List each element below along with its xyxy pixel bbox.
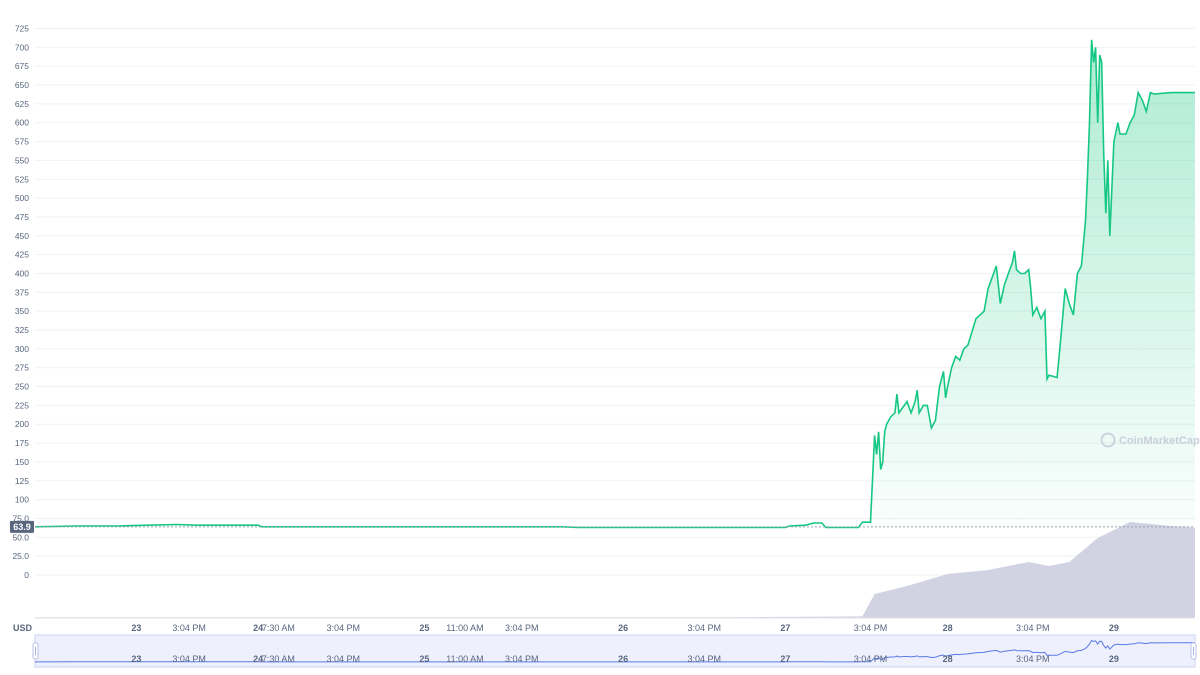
y-tick-label: 475 [15, 212, 29, 222]
y-tick-label: 450 [15, 231, 29, 241]
y-tick-label: 200 [15, 419, 29, 429]
navigator-tick-label: 7:30 AM [262, 654, 295, 664]
current-price-badge [10, 520, 34, 533]
x-axis: 23 3:04 PM 247:30 AM 3:04 PM 25 11:00 AM 3:04 … [131, 623, 1118, 633]
navigator-left-handle[interactable] [32, 642, 39, 660]
navigator-right-handle[interactable] [1190, 642, 1197, 660]
y-tick-label: 675 [15, 61, 29, 71]
price-area-fill [35, 39, 1195, 528]
x-tick-label: 3:04 PM [1016, 623, 1050, 633]
x-tick-label: 29 [1109, 623, 1119, 633]
y-tick-label: 0 [24, 570, 29, 580]
navigator-tick-label: 3:04 PM [172, 654, 206, 664]
current-price-label: 63.9 [13, 522, 31, 532]
y-tick-label: 625 [15, 99, 29, 109]
price-line [34, 39, 1195, 529]
navigator-tick-label: 25 [419, 654, 429, 664]
y-axis: 725 700 675 650 625 600 575 550 525 500 475 450 425 4… [12, 24, 29, 581]
x-tick-label: 23 [131, 623, 141, 633]
navigator-tick-label: 28 [943, 654, 953, 664]
y-tick-label: 600 [15, 118, 29, 128]
x-tick-label: 3:04 PM [326, 623, 360, 633]
x-tick-label: 25 [419, 623, 429, 633]
navigator-x-axis: 23 3:04 PM 247:30 AM 3:04 PM 25 11:00 AM 3:04 … [131, 654, 1118, 664]
y-tick-label: 225 [15, 400, 29, 410]
range-navigator[interactable]: 23 3:04 PM 247:30 AM 3:04 PM 25 11:00 AM 3:04 … [32, 634, 1197, 668]
y-tick-label: 700 [15, 42, 29, 52]
y-tick-label: 100 [15, 495, 29, 505]
y-tick-label: 650 [15, 80, 29, 90]
y-tick-label: 300 [15, 344, 29, 354]
y-tick-label: 425 [15, 250, 29, 260]
y-tick-label: 350 [15, 306, 29, 316]
currency-label: USD [13, 623, 33, 633]
navigator-tick-label: 27 [780, 654, 790, 664]
y-tick-label: 400 [15, 268, 29, 278]
volume-area [35, 522, 1195, 618]
navigator-tick-label: 3:04 PM [505, 654, 539, 664]
y-tick-label: 75.0 [12, 513, 29, 523]
y-tick-label: 275 [15, 363, 29, 373]
y-tick-label: 50.0 [12, 532, 29, 542]
x-tick-label: 11:00 AM [446, 623, 483, 633]
watermark-text: CoinMarketCap [1119, 435, 1200, 447]
x-tick-label: 3:04 PM [172, 623, 206, 633]
y-tick-label: 175 [15, 438, 29, 448]
y-tick-label: 375 [15, 287, 29, 297]
navigator-tick-label: 24 [253, 654, 263, 664]
x-tick-label: 3:04 PM [687, 623, 721, 633]
y-tick-label: 725 [15, 24, 29, 34]
navigator-tick-label: 3:04 PM [687, 654, 721, 664]
x-tick-label: 7:30 AM [262, 623, 295, 633]
y-tick-label: 525 [15, 174, 29, 184]
navigator-tick-label: 3:04 PM [326, 654, 360, 664]
y-tick-label: 150 [15, 457, 29, 467]
y-tick-label: 125 [15, 476, 29, 486]
x-tick-label: 26 [618, 623, 628, 633]
x-tick-label: 28 [943, 623, 953, 633]
y-tick-label: 550 [15, 155, 29, 165]
x-tick-label: 3:04 PM [505, 623, 539, 633]
navigator-tick-label: 23 [131, 654, 141, 664]
y-tick-label: 325 [15, 325, 29, 335]
navigator-tick-label: 11:00 AM [446, 654, 483, 664]
y-tick-label: 250 [15, 382, 29, 392]
y-tick-label: 500 [15, 193, 29, 203]
x-tick-label: 27 [780, 623, 790, 633]
x-tick-label: 3:04 PM [854, 623, 888, 633]
navigator-tick-label: 3:04 PM [1016, 654, 1050, 664]
navigator-price-line [34, 639, 1195, 663]
coinmarketcap-logo-icon [1100, 432, 1116, 448]
y-tick-label: 575 [15, 137, 29, 147]
navigator-tick-label: 26 [618, 654, 628, 664]
navigator-tick-label: 29 [1109, 654, 1119, 664]
navigator-tick-label: 3:04 PM [854, 654, 888, 664]
x-tick-label: 24 [253, 623, 263, 633]
current-price-tag: 63.9 [10, 520, 34, 533]
watermark: CoinMarketCap [1100, 432, 1200, 448]
y-tick-label: 25.0 [12, 551, 29, 561]
